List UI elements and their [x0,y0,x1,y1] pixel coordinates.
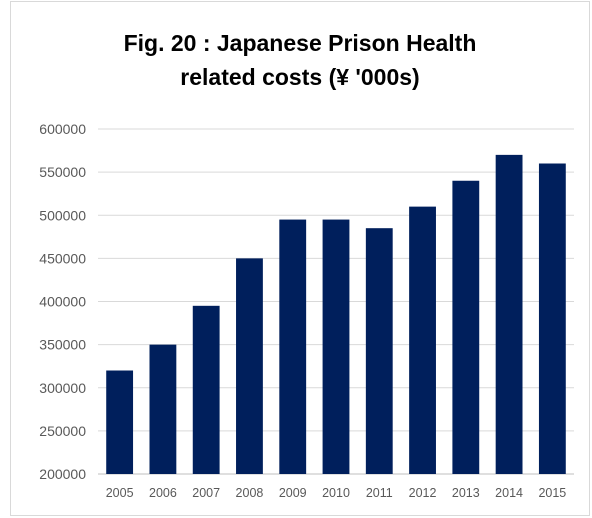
bar-2006 [149,344,177,474]
bar-2013 [452,180,480,474]
x-axis-ticks: 2005 2006 2007 2008 2009 2010 2011 2012 2013 2014… [106,486,567,500]
x-tick-label: 2010 [322,486,350,500]
chart-title-line-1: Fig. 20 : Japanese Prison Health [123,30,477,56]
bar-2011 [365,228,393,474]
y-tick-label: 250000 [39,423,86,439]
y-tick-label: 300000 [39,380,86,396]
x-tick-label: 2011 [366,486,393,500]
chart-title-line-2: related costs (¥ '000s) [180,64,420,90]
y-axis-ticks: 200000 250000 300000 350000 400000 450000 5000… [39,121,86,482]
y-tick-label: 400000 [39,294,86,310]
chart-title: Fig. 20 : Japanese Prison Health related… [10,26,590,94]
bar-2008 [236,258,263,474]
bar-2010 [322,219,350,474]
bars [106,154,566,474]
x-tick-label: 2005 [106,486,134,500]
y-tick-label: 600000 [39,121,86,137]
x-tick-label: 2006 [149,486,177,500]
x-tick-label: 2013 [452,486,480,500]
x-tick-label: 2014 [495,486,523,500]
x-tick-label: 2008 [236,486,264,500]
x-tick-label: 2012 [409,486,437,500]
bar-2005 [106,370,134,474]
bar-2009 [279,219,307,474]
y-tick-label: 350000 [39,337,86,353]
bar-2007 [192,305,220,474]
y-tick-label: 550000 [39,164,86,180]
bar-2014 [495,154,523,474]
y-tick-label: 500000 [39,207,86,223]
x-tick-label: 2007 [192,486,220,500]
bar-2015 [538,163,566,474]
y-tick-label: 450000 [39,250,86,266]
y-tick-label: 200000 [39,466,86,482]
x-tick-label: 2015 [538,486,566,500]
x-tick-label: 2009 [279,486,307,500]
bar-2012 [409,206,436,474]
